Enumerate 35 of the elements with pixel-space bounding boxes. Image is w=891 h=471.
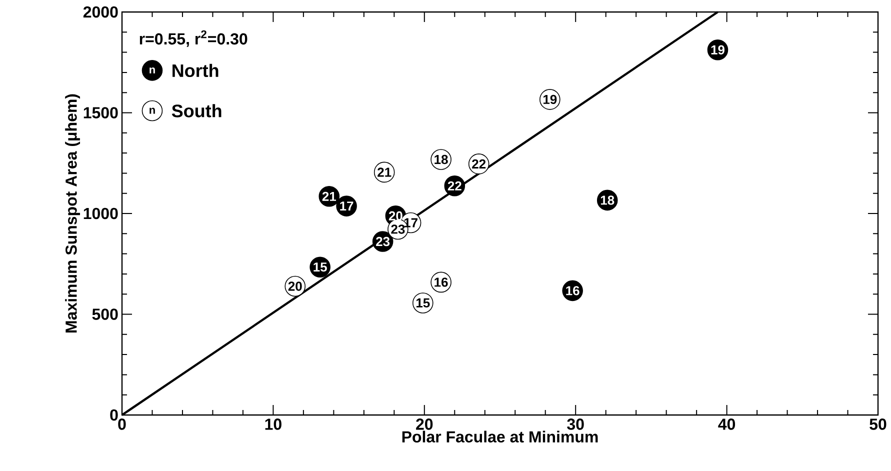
x-tick-label: 20 [416, 418, 433, 430]
annotation: 20 [288, 282, 302, 291]
y-tick-label: 1000 [84, 208, 118, 220]
annotation: 20 [388, 211, 402, 221]
annotation: 22 [472, 159, 486, 168]
x-tick-label: 0 [118, 418, 126, 430]
x-tick-label: 40 [718, 418, 736, 430]
y-tick-label: 0 [110, 409, 118, 421]
x-axis-title: Polar Faculae at Minimum [402, 430, 598, 442]
annotation: 21 [378, 168, 392, 177]
annotation: 18 [434, 154, 448, 164]
annotation: 21 [322, 192, 336, 201]
annotation: 15 [416, 298, 430, 308]
annotation: 17 [340, 202, 354, 211]
y-tick-label: 2000 [83, 6, 118, 18]
y-tick-label: 1500 [84, 107, 118, 118]
y-axis-title: Maximum Sunspot Area (μhem) [65, 94, 80, 332]
x-tick-label: 50 [870, 418, 886, 430]
annotation: 16 [434, 278, 448, 287]
annotation: 19 [543, 94, 557, 104]
annotation: n [150, 67, 155, 74]
annotation: 23 [376, 236, 390, 246]
y-tick-label: 500 [92, 308, 118, 320]
legend-label: North [172, 64, 218, 78]
x-tick-label: 30 [567, 418, 584, 430]
annotation: 23 [391, 224, 405, 234]
annotation: 19 [711, 45, 724, 54]
annotation: r=0.55, r$^{2}$=0.30 [140, 30, 248, 47]
annotation: 22 [448, 181, 462, 190]
annotation: 15 [314, 262, 327, 272]
annotation: 16 [566, 286, 580, 296]
legend-label: South [172, 104, 222, 118]
annotation: 18 [600, 196, 614, 205]
x-tick-label: 10 [265, 418, 282, 430]
annotation: n [150, 108, 155, 114]
